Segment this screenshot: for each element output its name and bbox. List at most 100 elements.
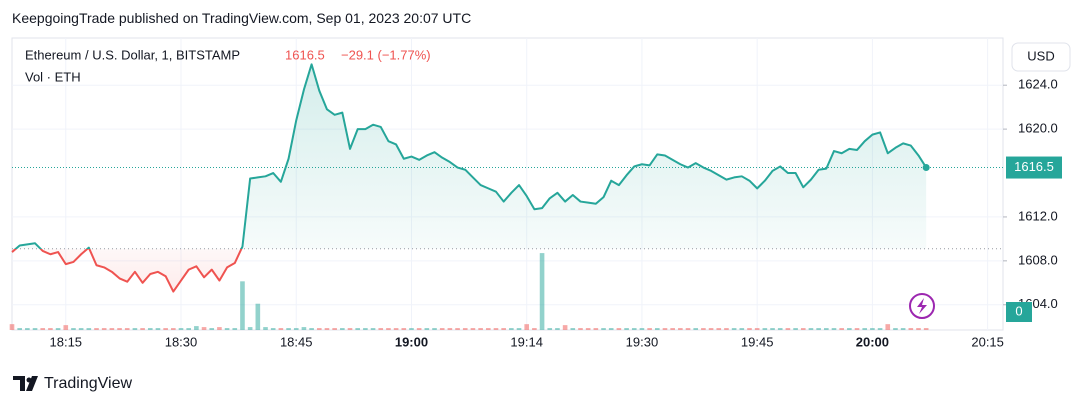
- volume-bar: [555, 328, 560, 330]
- volume-bar: [255, 303, 261, 330]
- volume-bar: [631, 328, 637, 330]
- volume-bar: [701, 328, 706, 330]
- volume-bar: [370, 328, 376, 330]
- volume-bar: [178, 328, 184, 330]
- volume-bar: [708, 328, 714, 330]
- volume-bar: [209, 328, 215, 330]
- brand: TradingView: [44, 375, 132, 392]
- volume-bar: [462, 328, 468, 330]
- volume-bar: [762, 328, 768, 330]
- volume-bar: [224, 328, 230, 330]
- volume-bar: [754, 328, 760, 330]
- legend-last: 1616.5: [285, 47, 325, 62]
- volume-bar: [639, 328, 645, 330]
- volume-bar: [340, 328, 345, 330]
- volume-bar: [854, 328, 860, 330]
- volume-bar: [608, 328, 614, 330]
- x-tick-label: 19:45: [741, 334, 774, 349]
- volume-bar: [363, 328, 368, 330]
- x-tick-label: 20:00: [856, 334, 889, 349]
- volume-bar: [278, 328, 284, 330]
- volume-bar: [570, 328, 576, 330]
- volume-bar: [532, 328, 537, 330]
- volume-tag: [1006, 302, 1032, 322]
- volume-bar: [393, 328, 399, 330]
- volume-bar: [593, 328, 599, 330]
- volume-bar: [71, 328, 76, 330]
- volume-bar: [739, 328, 745, 330]
- volume-bar: [117, 328, 122, 330]
- volume-bar: [78, 328, 84, 330]
- volume-bar: [678, 328, 683, 330]
- volume-bar: [862, 328, 868, 330]
- volume-bar: [432, 328, 437, 330]
- volume-bar: [585, 328, 591, 330]
- price-tag-label: 1616.5: [1014, 159, 1054, 174]
- volume-bar: [378, 328, 384, 330]
- volume-bar: [831, 328, 837, 330]
- volume-bar: [816, 328, 821, 330]
- volume-tag-label: 0: [1015, 303, 1022, 318]
- volume-bar: [355, 328, 361, 330]
- volume-bar: [301, 327, 307, 330]
- x-tick-label: 19:30: [626, 334, 659, 349]
- logo-mark: [13, 376, 38, 391]
- volume-bar: [63, 325, 69, 330]
- x-tick-label: 19:00: [395, 334, 428, 349]
- x-tick-label: 20:15: [971, 334, 1004, 349]
- volume-bar: [409, 328, 414, 330]
- volume-bar: [155, 328, 161, 330]
- volume-bar: [908, 328, 914, 330]
- volume-bar: [793, 328, 798, 330]
- volume-bar: [94, 328, 99, 330]
- volume-bar: [800, 328, 806, 330]
- volume-bar: [670, 328, 675, 330]
- volume-bar: [616, 328, 622, 330]
- volume-bar: [516, 328, 522, 330]
- y-tick-label: 1620.0: [1018, 121, 1058, 136]
- last-point: [922, 164, 930, 172]
- volume-bar: [808, 328, 814, 330]
- volume-bar: [747, 328, 752, 330]
- volume-bar: [401, 328, 407, 330]
- volume-bar: [509, 328, 514, 330]
- volume-bar: [86, 328, 92, 330]
- volume-bar: [624, 328, 629, 330]
- y-tick-label: 1608.0: [1018, 252, 1058, 267]
- publish-note: KeepgoingTrade published on TradingView.…: [12, 10, 472, 26]
- currency-button[interactable]: [1011, 42, 1071, 72]
- volume-bar: [386, 328, 391, 330]
- volume-bar: [447, 328, 453, 330]
- volume-bar: [839, 328, 844, 330]
- volume-bar: [32, 328, 38, 330]
- volume-bar: [662, 328, 668, 330]
- volume-bar: [539, 253, 545, 330]
- volume-bar: [877, 328, 883, 330]
- volume-bar: [263, 327, 268, 330]
- volume-bar: [332, 328, 337, 330]
- currency-label[interactable]: USD: [1027, 48, 1054, 63]
- volume-bar: [578, 328, 583, 330]
- volume-bar: [347, 328, 353, 330]
- volume-bar: [885, 324, 891, 330]
- volume-bar: [163, 328, 168, 330]
- volume-bar: [17, 328, 22, 330]
- volume-bar: [286, 328, 291, 330]
- volume-bar: [470, 328, 476, 330]
- y-tick-label: 1612.0: [1018, 208, 1058, 223]
- volume-bar: [439, 328, 445, 330]
- volume-bar: [478, 328, 483, 330]
- volume-bar: [9, 324, 15, 330]
- volume-bar: [731, 328, 737, 330]
- volume-bar: [693, 328, 699, 330]
- volume-bar: [900, 328, 906, 330]
- volume-bar: [893, 328, 898, 330]
- volume-bar: [654, 328, 660, 330]
- event-bolt: [917, 298, 927, 314]
- volume-bar: [416, 328, 422, 330]
- volume-bar: [293, 328, 299, 330]
- volume-bar: [40, 328, 46, 330]
- volume-bar: [140, 328, 145, 330]
- volume-bar: [217, 327, 222, 330]
